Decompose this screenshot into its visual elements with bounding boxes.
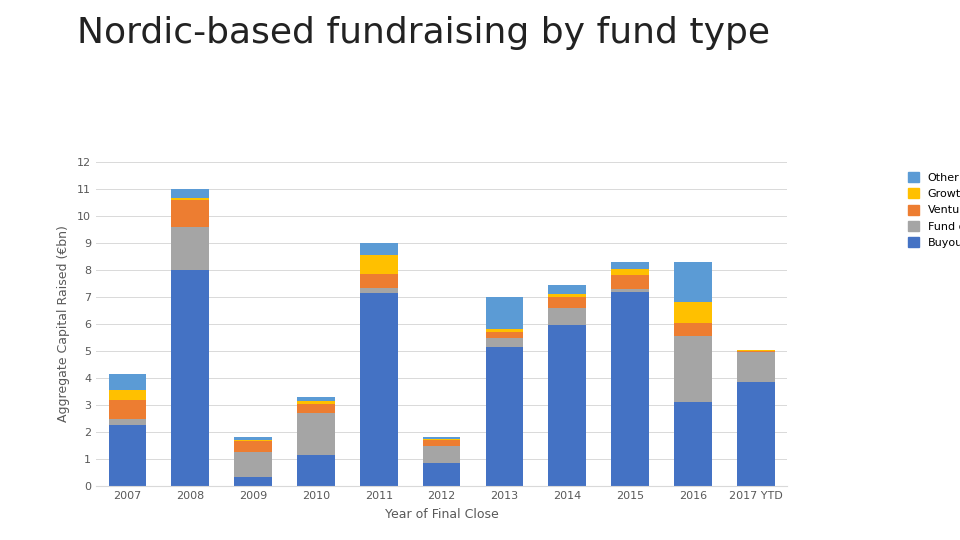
Bar xyxy=(548,285,587,294)
Bar xyxy=(297,401,335,403)
Bar xyxy=(234,476,272,486)
Bar xyxy=(674,336,711,402)
Bar xyxy=(612,289,649,292)
Bar xyxy=(360,293,397,486)
Bar xyxy=(234,442,272,453)
Bar xyxy=(612,262,649,268)
Bar xyxy=(422,438,461,440)
Bar xyxy=(548,297,587,308)
Bar xyxy=(674,262,711,302)
Bar xyxy=(360,243,397,255)
Bar xyxy=(486,297,523,329)
Bar xyxy=(108,418,146,426)
Bar xyxy=(234,440,272,442)
Bar xyxy=(737,382,775,486)
Bar xyxy=(486,347,523,486)
Y-axis label: Aggregate Capital Raised (€bn): Aggregate Capital Raised (€bn) xyxy=(57,226,70,422)
Bar xyxy=(234,437,272,440)
Bar xyxy=(486,329,523,332)
Bar xyxy=(548,308,587,325)
Bar xyxy=(422,446,461,463)
Bar xyxy=(737,353,775,382)
Bar xyxy=(674,322,711,336)
Bar xyxy=(297,413,335,455)
Bar xyxy=(674,402,711,486)
Bar xyxy=(172,200,209,227)
Bar xyxy=(172,270,209,486)
Bar xyxy=(548,294,587,297)
Bar xyxy=(612,275,649,289)
Bar xyxy=(612,268,649,275)
Bar xyxy=(108,426,146,486)
Bar xyxy=(737,350,775,351)
Bar xyxy=(548,325,587,486)
Bar xyxy=(360,255,397,274)
Bar xyxy=(360,287,397,293)
Bar xyxy=(108,400,146,419)
Bar xyxy=(297,455,335,486)
Bar xyxy=(172,199,209,200)
X-axis label: Year of Final Close: Year of Final Close xyxy=(385,508,498,521)
Bar xyxy=(360,274,397,287)
Bar xyxy=(108,374,146,390)
Bar xyxy=(422,440,461,445)
Bar xyxy=(172,227,209,270)
Bar xyxy=(108,390,146,400)
Bar xyxy=(297,403,335,413)
Bar xyxy=(172,189,209,198)
Legend: Other, Growth, Venture, Fund of Funds / Sec., Buyout: Other, Growth, Venture, Fund of Funds / … xyxy=(903,167,960,253)
Text: Nordic-based fundraising by fund type: Nordic-based fundraising by fund type xyxy=(77,16,770,50)
Bar xyxy=(297,397,335,401)
Bar xyxy=(234,453,272,476)
Bar xyxy=(612,292,649,486)
Bar xyxy=(737,351,775,352)
Bar xyxy=(486,338,523,347)
Bar xyxy=(486,332,523,338)
Bar xyxy=(422,437,461,438)
Bar xyxy=(674,302,711,322)
Bar xyxy=(422,463,461,486)
